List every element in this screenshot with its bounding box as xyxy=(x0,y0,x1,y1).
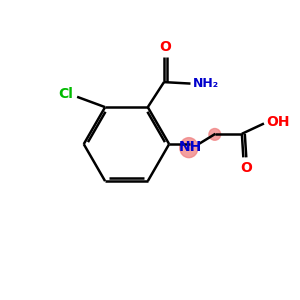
Text: O: O xyxy=(240,161,252,175)
Text: OH: OH xyxy=(266,115,290,129)
Text: NH: NH xyxy=(179,140,202,154)
Ellipse shape xyxy=(180,138,198,158)
Circle shape xyxy=(209,128,221,140)
Text: NH₂: NH₂ xyxy=(193,77,219,90)
Text: O: O xyxy=(160,40,171,53)
Text: Cl: Cl xyxy=(59,88,74,101)
